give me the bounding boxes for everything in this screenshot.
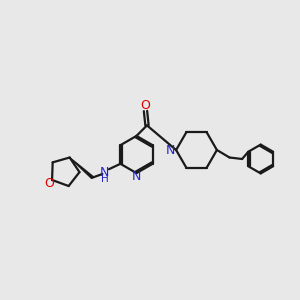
Text: N: N	[132, 170, 141, 184]
Text: O: O	[45, 177, 55, 190]
Text: N: N	[100, 166, 110, 179]
Text: O: O	[141, 98, 150, 112]
Text: N: N	[166, 143, 175, 157]
Polygon shape	[70, 158, 93, 178]
Text: H: H	[101, 174, 109, 184]
